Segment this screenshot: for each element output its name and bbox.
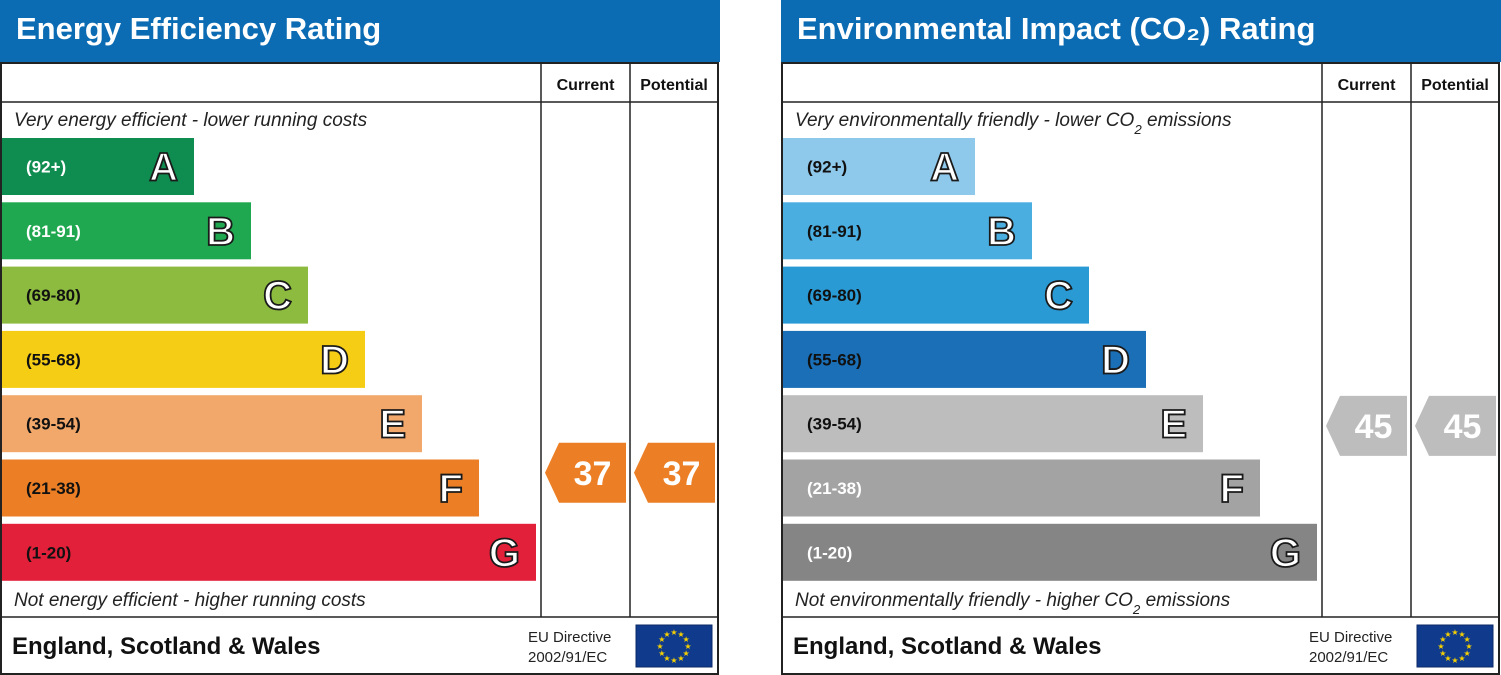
potential-rating-arrow bbox=[634, 442, 715, 503]
band-range-d: (55-68) bbox=[26, 350, 81, 369]
band-range-f: (21-38) bbox=[807, 479, 862, 498]
eu-flag-icon: ★★★★★★★★★ ★ ★★ bbox=[635, 624, 713, 668]
eu-flag-star: ★ bbox=[1444, 654, 1451, 663]
band-bar-b bbox=[783, 202, 1032, 260]
eu-flag-star: ★ bbox=[670, 656, 677, 665]
band-letter-a: A bbox=[930, 146, 959, 190]
column-header-current: Current bbox=[557, 77, 615, 94]
panel-title-bar: Energy Efficiency Rating bbox=[0, 0, 720, 62]
band-letter-c: C bbox=[1044, 274, 1073, 318]
eu-flag-star: ★ bbox=[658, 649, 665, 658]
band-letter-f: F bbox=[439, 467, 463, 511]
eu-flag-star: ★ bbox=[1451, 628, 1458, 637]
band-bar-c bbox=[2, 266, 308, 324]
eu-flag-star: ★ bbox=[683, 635, 690, 644]
band-bar-c bbox=[783, 266, 1089, 324]
band-range-a: (92+) bbox=[26, 158, 66, 177]
eu-flag-star: ★ bbox=[658, 635, 665, 644]
potential-rating-value: 37 bbox=[663, 455, 701, 493]
band-letter-g: G bbox=[489, 531, 520, 575]
band-range-d: (55-68) bbox=[807, 350, 862, 369]
band-letter-e: E bbox=[1160, 403, 1187, 447]
band-range-b: (81-91) bbox=[807, 222, 862, 241]
band-bar-e bbox=[2, 395, 422, 453]
energy-efficiency-chart: Current Potential Very energy efficient - … bbox=[0, 62, 719, 675]
band-range-f: (21-38) bbox=[26, 479, 81, 498]
current-rating-arrow bbox=[545, 442, 626, 503]
band-bar-g bbox=[2, 523, 536, 581]
current-rating-value: 45 bbox=[1355, 408, 1393, 446]
eu-flag-field bbox=[635, 624, 713, 668]
eu-flag-icon: ★★★★★★★★★ ★ ★★ bbox=[1416, 624, 1494, 668]
band-letter-d: D bbox=[320, 338, 349, 382]
environmental-impact-panel: Environmental Impact (CO₂) Rating Curren… bbox=[781, 0, 1501, 675]
eu-flag-star: ★ bbox=[1439, 649, 1446, 658]
eu-flag-field bbox=[1416, 624, 1494, 668]
eu-flag-star: ★ bbox=[684, 642, 691, 651]
column-header-potential: Potential bbox=[1421, 77, 1489, 94]
band-letter-b: B bbox=[206, 210, 235, 254]
eu-flag-star: ★ bbox=[1439, 635, 1446, 644]
band-bar-g bbox=[783, 523, 1317, 581]
band-range-b: (81-91) bbox=[26, 222, 81, 241]
eu-flag-star: ★ bbox=[1464, 649, 1471, 658]
band-letter-f: F bbox=[1220, 467, 1244, 511]
band-range-g: (1-20) bbox=[26, 543, 71, 562]
eu-flag-star: ★ bbox=[677, 654, 684, 663]
eu-directive-label: EU Directive bbox=[528, 629, 611, 646]
potential-rating-value: 45 bbox=[1444, 408, 1482, 446]
chart-title: Environmental Impact (CO₂) Rating bbox=[797, 11, 1316, 46]
eu-directive-label: EU Directive bbox=[1309, 629, 1392, 646]
eu-flag-star: ★ bbox=[670, 628, 677, 637]
bottom-note: Not energy efficient - higher running co… bbox=[14, 590, 366, 611]
footer-region: England, Scotland & Wales bbox=[12, 633, 320, 660]
eu-flag-star: ★ bbox=[1444, 630, 1451, 639]
eu-flag-star: ★ bbox=[677, 630, 684, 639]
current-rating-value: 37 bbox=[574, 455, 612, 493]
column-header-potential: Potential bbox=[640, 77, 708, 94]
band-bar-f bbox=[2, 459, 479, 517]
band-bar-f bbox=[783, 459, 1260, 517]
eu-flag-star: ★ bbox=[1451, 656, 1458, 665]
band-letter-d: D bbox=[1101, 338, 1130, 382]
band-letter-b: B bbox=[987, 210, 1016, 254]
band-bar-e bbox=[783, 395, 1203, 453]
panel-title-bar: Environmental Impact (CO₂) Rating bbox=[781, 0, 1501, 62]
band-range-c: (69-80) bbox=[807, 286, 862, 305]
footer-region: England, Scotland & Wales bbox=[793, 633, 1101, 660]
band-range-g: (1-20) bbox=[807, 543, 852, 562]
potential-rating-arrow bbox=[1415, 395, 1496, 456]
band-letter-g: G bbox=[1270, 531, 1301, 575]
band-letter-a: A bbox=[149, 146, 178, 190]
column-header-current: Current bbox=[1338, 77, 1396, 94]
band-range-c: (69-80) bbox=[26, 286, 81, 305]
eu-flag-star: ★ bbox=[1458, 654, 1465, 663]
band-range-a: (92+) bbox=[807, 158, 847, 177]
band-letter-e: E bbox=[379, 403, 406, 447]
band-bar-d bbox=[783, 330, 1146, 388]
eu-flag-star: ★ bbox=[1437, 642, 1444, 651]
top-note: Very energy efficient - lower running co… bbox=[14, 110, 368, 131]
eu-flag-star: ★ bbox=[656, 642, 663, 651]
band-range-e: (39-54) bbox=[807, 415, 862, 434]
energy-efficiency-panel: Energy Efficiency Rating Current Potentia… bbox=[0, 0, 720, 675]
band-bar-a bbox=[783, 138, 975, 195]
eu-flag-star: ★ bbox=[663, 654, 670, 663]
eu-flag-star: ★ bbox=[1464, 635, 1471, 644]
band-bar-d bbox=[2, 330, 365, 388]
current-rating-arrow bbox=[1326, 395, 1407, 456]
eu-directive-number: 2002/91/EC bbox=[528, 649, 607, 666]
eu-directive-number: 2002/91/EC bbox=[1309, 649, 1388, 666]
band-range-e: (39-54) bbox=[26, 415, 81, 434]
chart-title: Energy Efficiency Rating bbox=[16, 11, 382, 46]
eu-flag-star: ★ bbox=[1465, 642, 1472, 651]
band-bar-b bbox=[2, 202, 251, 260]
band-letter-c: C bbox=[263, 274, 292, 318]
eu-flag-star: ★ bbox=[683, 649, 690, 658]
eu-flag-star: ★ bbox=[1458, 630, 1465, 639]
eu-flag-star: ★ bbox=[663, 630, 670, 639]
band-bar-a bbox=[2, 138, 194, 195]
